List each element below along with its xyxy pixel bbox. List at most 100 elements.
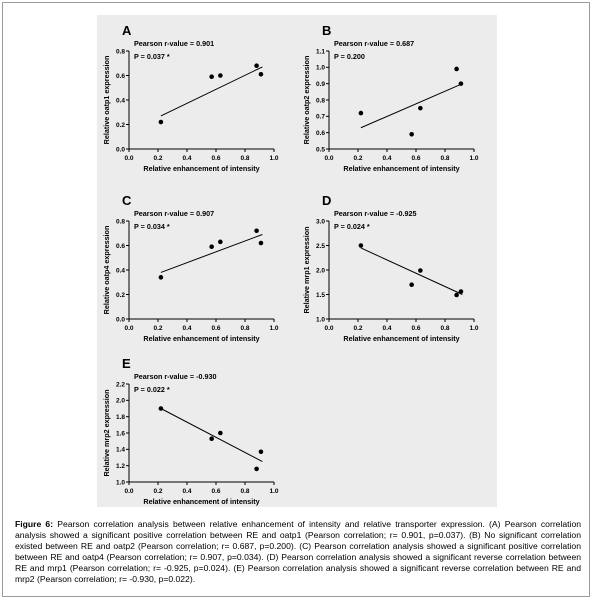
y-tick-label: 0.2 — [116, 292, 125, 299]
y-tick-label: 2.5 — [316, 243, 325, 250]
panel-e: E Pearson r-value = -0.930 P = 0.022 * 0.0 0… — [97, 348, 297, 513]
data-point — [454, 292, 459, 298]
x-tick-label: 0.4 — [182, 155, 191, 162]
data-point — [458, 289, 464, 294]
y-axis-label: Relative mrp1 expression — [302, 226, 311, 313]
panel-b: B Pearson r-value = 0.687 P = 0.200 0.0 0.2 0… — [297, 15, 497, 180]
data-point — [258, 240, 264, 246]
y-axis-label: Relative oatp4 expression — [102, 226, 111, 315]
x-tick-label: 0.2 — [153, 155, 162, 162]
data-point — [158, 119, 164, 125]
y-tick-label: 1.2 — [116, 463, 125, 470]
p-value-label: P = 0.022 * — [134, 385, 170, 394]
data-point — [258, 449, 264, 455]
x-tick-label: 0.8 — [440, 155, 449, 162]
data-point — [418, 268, 423, 273]
x-tick-label: 1.0 — [269, 155, 278, 162]
x-tick-label: 1.0 — [269, 325, 278, 332]
panel-d: D Pearson r-value = -0.925 P = 0.024 * 0.0 0… — [297, 185, 497, 350]
y-tick-label: 1.4 — [116, 447, 125, 454]
data-point — [254, 228, 259, 234]
x-tick-label: 0.0 — [124, 488, 133, 495]
y-tick-label: 0.9 — [316, 81, 325, 88]
y-tick-label: 2.0 — [316, 267, 325, 274]
y-tick-label: 0.4 — [116, 97, 125, 104]
panel-letter: C — [122, 193, 132, 208]
x-tick-label: 0.4 — [382, 155, 391, 162]
x-axis-label: Relative enhancement of intensity — [143, 164, 259, 173]
y-tick-label: 1.5 — [316, 292, 325, 299]
data-point — [158, 406, 164, 411]
data-point — [254, 466, 259, 472]
panel-letter: B — [322, 23, 331, 38]
x-tick-label: 1.0 — [269, 488, 278, 495]
data-point — [209, 74, 214, 80]
y-tick-label: 0.0 — [116, 316, 125, 323]
x-tick-label: 0.6 — [211, 325, 220, 332]
panel-letter: E — [122, 356, 131, 371]
data-point — [358, 110, 364, 116]
p-value-label: P = 0.024 * — [334, 222, 370, 231]
regression-line — [360, 83, 463, 129]
y-tick-label: 0.5 — [316, 146, 325, 153]
regression-line — [160, 66, 263, 117]
x-tick-label: 0.2 — [353, 155, 362, 162]
data-point — [409, 282, 414, 287]
panel-c: C Pearson r-value = 0.907 P = 0.034 * 0.0 0.… — [97, 185, 297, 350]
x-tick-label: 0.0 — [324, 325, 333, 332]
data-point — [358, 243, 364, 248]
y-tick-label: 1.1 — [316, 48, 325, 55]
y-tick-label: 0.6 — [116, 243, 125, 250]
y-tick-label: 0.8 — [116, 48, 125, 55]
y-tick-label: 0.0 — [116, 146, 125, 153]
y-tick-label: 0.8 — [116, 218, 125, 225]
y-tick-label: 0.2 — [116, 122, 125, 129]
x-tick-label: 0.6 — [211, 488, 220, 495]
y-tick-label: 2.0 — [116, 398, 125, 405]
x-tick-label: 1.0 — [469, 155, 478, 162]
x-tick-label: 0.8 — [240, 155, 249, 162]
x-tick-label: 0.8 — [240, 325, 249, 332]
data-point — [209, 436, 214, 442]
figure-background — [97, 15, 497, 507]
y-tick-label: 1.0 — [316, 316, 325, 323]
figure-caption: Figure 6: Pearson correlation analysis b… — [15, 519, 581, 586]
y-tick-label: 1.0 — [116, 479, 125, 486]
data-point — [409, 132, 414, 137]
data-point — [458, 81, 464, 86]
y-tick-label: 0.6 — [316, 130, 325, 137]
data-point — [454, 66, 459, 72]
y-tick-label: 0.4 — [116, 267, 125, 274]
x-tick-label: 0.0 — [124, 325, 133, 332]
panel-letter: D — [322, 193, 331, 208]
x-tick-label: 0.2 — [153, 325, 162, 332]
regression-line — [360, 247, 463, 295]
y-tick-label: 0.7 — [316, 114, 325, 121]
regression-line — [160, 234, 263, 273]
pearson-r-label: Pearson r-value = -0.925 — [334, 209, 417, 218]
x-axis-label: Relative enhancement of intensity — [143, 497, 259, 506]
y-tick-label: 1.8 — [116, 414, 125, 421]
data-point — [158, 275, 164, 280]
panel-letter: A — [122, 23, 132, 38]
y-tick-label: 0.8 — [316, 97, 325, 104]
data-point — [218, 239, 223, 245]
x-tick-label: 0.0 — [324, 155, 333, 162]
x-tick-label: 0.0 — [124, 155, 133, 162]
data-point — [218, 73, 223, 78]
x-axis-label: Relative enhancement of intensity — [143, 334, 259, 343]
x-tick-label: 0.4 — [182, 488, 191, 495]
y-tick-label: 2.2 — [116, 381, 125, 388]
caption-text: Pearson correlation analysis between rel… — [15, 519, 582, 585]
y-axis-label: Relative oatp2 expression — [302, 56, 311, 145]
data-point — [254, 63, 259, 68]
y-tick-label: 3.0 — [316, 218, 325, 225]
pearson-r-label: Pearson r-value = 0.901 — [134, 39, 214, 48]
data-point — [258, 71, 264, 77]
p-value-label: P = 0.200 — [334, 52, 365, 61]
p-value-label: P = 0.037 * — [134, 52, 170, 61]
